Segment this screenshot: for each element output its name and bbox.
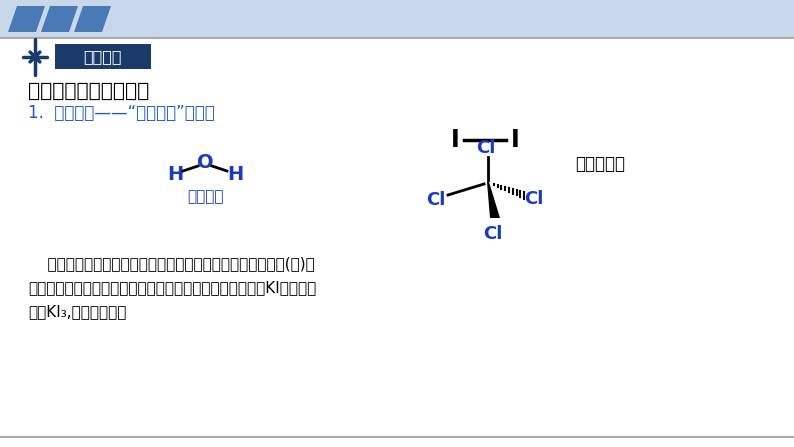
Text: 观察思考: 观察思考 bbox=[83, 49, 122, 64]
Text: 影响物质溶解性的因素: 影响物质溶解性的因素 bbox=[28, 81, 149, 101]
Text: 性盐KI₃,水溶性变强。: 性盐KI₃,水溶性变强。 bbox=[28, 304, 126, 320]
Text: Cl: Cl bbox=[426, 191, 445, 209]
Text: H: H bbox=[227, 164, 243, 184]
Bar bbox=[0, 0, 794, 38]
Text: Cl: Cl bbox=[476, 139, 495, 157]
Polygon shape bbox=[8, 6, 45, 32]
Text: 碘和四氯化碳都是非极性分子，水是极性分子。非极性溶质(碘)一: 碘和四氯化碳都是非极性分子，水是极性分子。非极性溶质(碘)一 bbox=[28, 257, 314, 271]
Text: H: H bbox=[167, 164, 183, 184]
Text: Cl: Cl bbox=[484, 225, 503, 243]
Text: 非极性分子: 非极性分子 bbox=[575, 155, 625, 173]
Polygon shape bbox=[487, 182, 500, 218]
Bar bbox=[55, 44, 151, 69]
Text: 极性分子: 极性分子 bbox=[187, 190, 223, 204]
Polygon shape bbox=[74, 6, 111, 32]
Text: 1.  分子结构——“相似相溶”规律。: 1. 分子结构——“相似相溶”规律。 bbox=[28, 104, 214, 122]
Text: I: I bbox=[451, 128, 460, 152]
Text: 般能溶于非极性溶剂，而难溶于极性溶剂。后来碘单质又与KI生成可溶: 般能溶于非极性溶剂，而难溶于极性溶剂。后来碘单质又与KI生成可溶 bbox=[28, 281, 316, 295]
Text: I: I bbox=[511, 128, 519, 152]
Text: Cl: Cl bbox=[524, 190, 544, 208]
Text: O: O bbox=[197, 152, 214, 172]
Polygon shape bbox=[41, 6, 78, 32]
